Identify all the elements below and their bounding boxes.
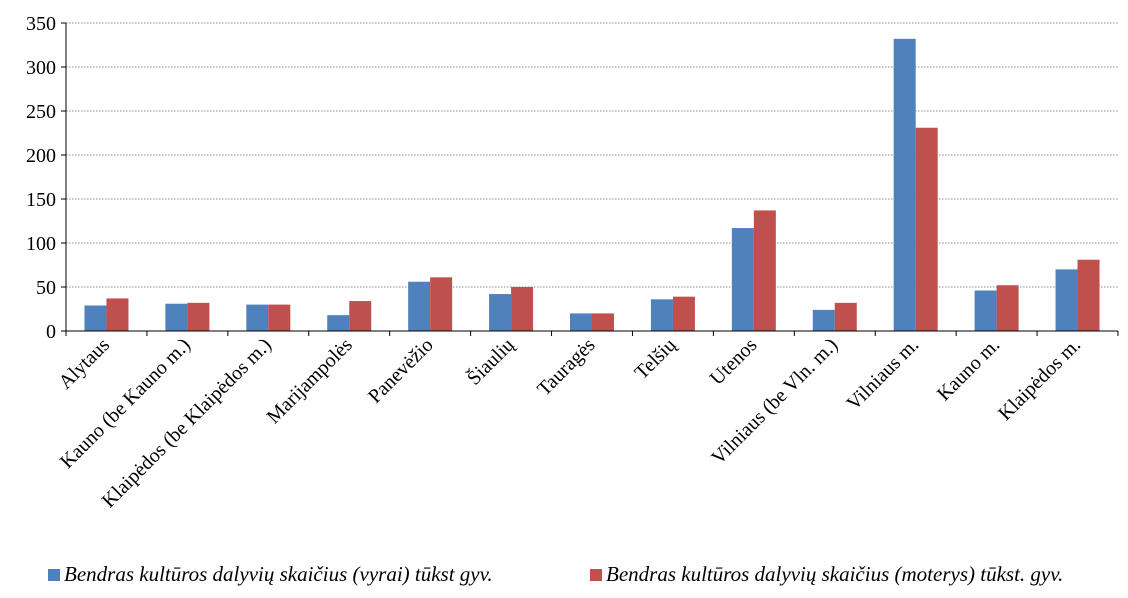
x-category-label: Utenos [706,334,762,390]
bar-series-2 [753,210,776,331]
legend-label-series-1: Bendras kultūros dalyvių skaičius (vyrai… [64,562,493,586]
bar-series-1 [1055,269,1078,331]
bar-series-1 [650,299,673,331]
y-tick-label: 300 [26,57,56,79]
y-tick-label: 0 [46,321,56,343]
bar-series-2 [1077,259,1100,331]
bar-series-2 [268,304,291,331]
bar-series-1 [489,294,512,331]
x-category-label: Klaipėdos (be Klaipėdos m.) [98,334,276,512]
gridlines [66,22,1118,288]
x-category-label: Klaipėdos m. [994,334,1085,425]
y-tick-labels: 0 50 100 150 200 250 300 350 [26,13,56,343]
y-tick-label: 50 [36,277,56,299]
bar-series-2 [672,296,695,331]
x-category-label: Telšių [631,333,682,384]
legend-swatch-series-2 [590,568,602,581]
y-tick-label: 350 [26,13,56,35]
bar-series-2 [915,127,938,331]
legend: Bendras kultūros dalyvių skaičius (vyrai… [0,562,1128,592]
legend-item-series-1: Bendras kultūros dalyvių skaičius (vyrai… [48,562,493,587]
bar-series-1 [812,309,835,331]
bar-series-1 [165,303,188,331]
bar-series-1 [731,228,754,331]
bar-series-2 [430,277,453,331]
bars [84,38,1100,332]
x-category-label: Vilniaus m. [843,334,924,415]
y-tick-label: 200 [26,145,56,167]
bar-series-2 [187,302,210,331]
bar-series-1 [327,315,350,331]
bar-series-2 [106,298,129,331]
axes [61,22,1119,336]
bar-series-2 [996,285,1019,331]
bar-series-2 [511,287,534,331]
bar-series-2 [834,302,857,331]
x-category-label: Kauno m. [933,334,1004,405]
y-tick-label: 250 [26,101,56,123]
y-tick-label: 150 [26,189,56,211]
y-tick-label: 100 [26,233,56,255]
bar-series-1 [408,281,431,331]
legend-item-series-2: Bendras kultūros dalyvių skaičius (moter… [590,562,1063,587]
x-category-label: Marijampolės [263,334,357,428]
bar-series-1 [246,304,269,331]
x-category-label: Alytaus [54,334,114,394]
legend-swatch-series-1 [48,568,60,581]
legend-label-series-2: Bendras kultūros dalyvių skaičius (moter… [606,562,1064,586]
bar-series-1 [84,305,107,331]
bar-series-2 [349,301,372,331]
bar-series-1 [974,290,997,331]
x-category-label: Tauragės [533,334,600,401]
x-category-label: Šiaulių [462,332,520,390]
bar-series-1 [570,313,592,331]
bar-series-2 [592,313,614,331]
bar-series-1 [893,38,916,332]
x-category-label: Panevėžio [364,334,438,408]
